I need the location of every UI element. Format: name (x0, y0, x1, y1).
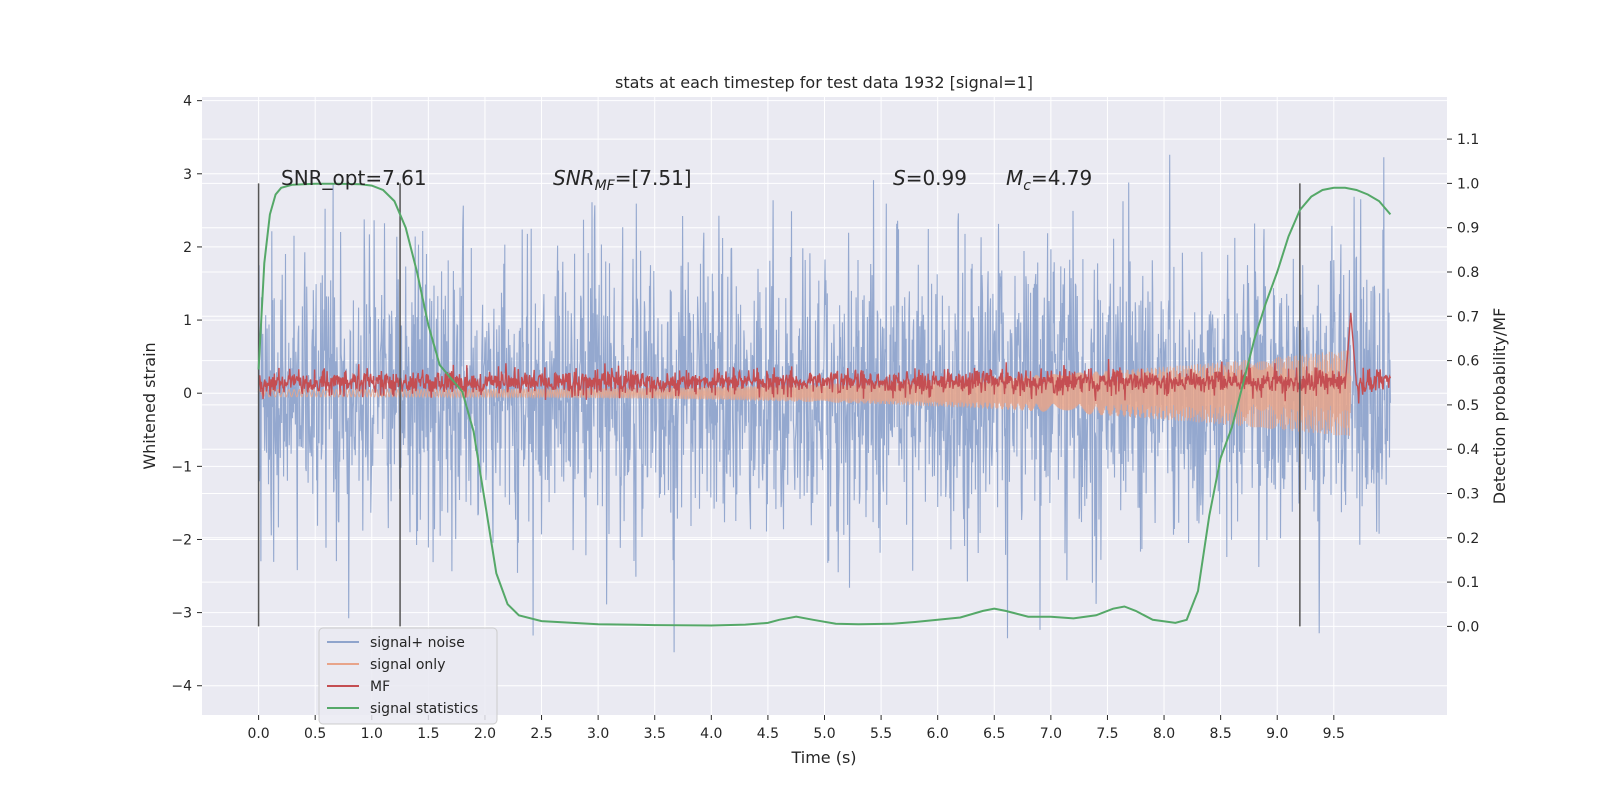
x-tick-label: 9.5 (1323, 726, 1345, 742)
x-tick-label: 4.0 (700, 726, 722, 742)
x-tick-label: 5.0 (813, 726, 835, 742)
x-tick-label: 6.0 (927, 726, 949, 742)
y-left-tick-label: 1 (183, 313, 192, 329)
y-left-tick-label: −4 (171, 679, 192, 695)
x-tick-label: 7.0 (1040, 726, 1062, 742)
y-left-tick-label: 2 (183, 240, 192, 256)
x-axis-ticks: 0.0 0.5 1.0 1.5 2.0 2.5 3.0 3.5 4.0 4.5 5.0 5.5 6.0 6… (247, 715, 1345, 742)
x-tick-label: 8.5 (1210, 726, 1232, 742)
x-tick-label: 5.5 (870, 726, 892, 742)
annotation-snr-mf: SNRMF=[7.51] (553, 166, 692, 194)
legend-label-mf: MF (370, 679, 390, 695)
y-left-tick-label: 4 (183, 94, 192, 110)
y-left-tick-label: 0 (183, 386, 192, 402)
mf-line (257, 312, 1392, 404)
legend-label-signal-only: signal only (370, 657, 445, 673)
y-left-tick-label: −1 (171, 459, 192, 475)
y-axis-right-ticks: 0.0 0.1 0.2 0.3 0.4 0.5 0.6 0.7 0.8 0.9 1.0 1.1 (1447, 132, 1479, 635)
x-tick-label: 6.5 (983, 726, 1005, 742)
y-right-tick-label: 1.0 (1457, 176, 1479, 192)
y-left-tick-label: −3 (171, 606, 192, 622)
y-right-tick-label: 0.4 (1457, 442, 1479, 458)
chart-title: stats at each timestep for test data 193… (615, 73, 1033, 92)
y-axis-right-label: Detection probability/MF (1490, 308, 1509, 505)
series-mf (257, 312, 1392, 404)
y-right-tick-label: 0.2 (1457, 531, 1479, 547)
annotation-snr-opt: SNR_opt=7.61 (281, 166, 427, 190)
y-axis-left-ticks: −4 −3 −2 −1 0 1 2 3 4 (171, 94, 202, 695)
legend-label-signal-statistics: signal statistics (370, 701, 478, 717)
x-tick-label: 7.5 (1096, 726, 1118, 742)
signal-noise-line (258, 154, 1391, 653)
y-left-tick-label: −2 (171, 532, 192, 548)
x-tick-label: 2.0 (474, 726, 496, 742)
y-axis-left-label: Whitened strain (140, 342, 159, 469)
legend-box (318, 627, 498, 725)
legend: signal+ noise signal only MF signal stat… (318, 627, 498, 725)
x-tick-label: 8.0 (1153, 726, 1175, 742)
annotations: SNR_opt=7.61 SNRMF=[7.51] S=0.99 Mc=4.79 (281, 166, 1092, 194)
x-tick-label: 1.5 (417, 726, 439, 742)
signal-statistics-line (257, 182, 1392, 627)
y-right-tick-label: 0.1 (1457, 575, 1479, 591)
y-right-tick-label: 0.5 (1457, 398, 1479, 414)
annotation-s: S=0.99 (893, 166, 967, 190)
series-signal-statistics (257, 182, 1392, 627)
x-tick-label: 3.0 (587, 726, 609, 742)
annotation-mc: Mc=4.79 (1006, 166, 1092, 194)
y-right-tick-label: 0.7 (1457, 309, 1479, 325)
x-tick-label: 9.0 (1266, 726, 1288, 742)
series-signal-noise (258, 154, 1391, 653)
x-tick-label: 1.0 (361, 726, 383, 742)
x-tick-label: 0.0 (247, 726, 269, 742)
x-tick-label: 0.5 (304, 726, 326, 742)
x-tick-label: 4.5 (757, 726, 779, 742)
signal-only-line (258, 350, 1352, 436)
y-right-tick-label: 0.9 (1457, 221, 1479, 237)
y-left-tick-label: 3 (183, 167, 192, 183)
y-right-tick-label: 0.6 (1457, 354, 1479, 370)
y-right-tick-label: 0.0 (1457, 619, 1479, 635)
legend-label-signal-noise: signal+ noise (370, 635, 465, 651)
y-right-tick-label: 1.1 (1457, 132, 1479, 148)
series-signal-only (258, 350, 1352, 436)
x-axis-label: Time (s) (790, 748, 856, 767)
x-tick-label: 3.5 (644, 726, 666, 742)
y-right-tick-label: 0.3 (1457, 486, 1479, 502)
vertical-markers (257, 183, 1301, 627)
x-tick-label: 2.5 (530, 726, 552, 742)
y-right-tick-label: 0.8 (1457, 265, 1479, 281)
